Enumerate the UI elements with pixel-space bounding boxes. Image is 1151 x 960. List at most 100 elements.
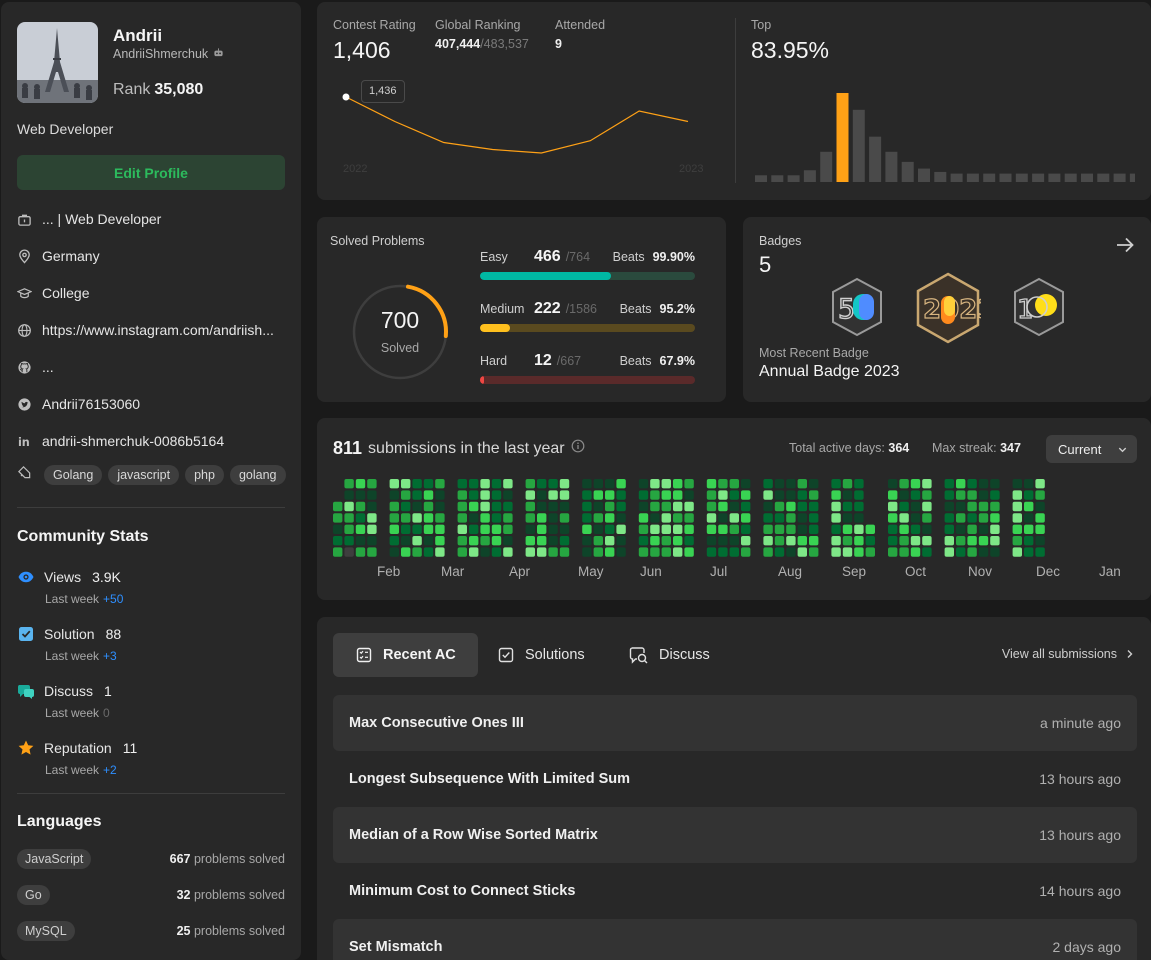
linkedin-link[interactable]: andrii-shmerchuk-0086b5164 [42,433,225,449]
heatmap-cell[interactable] [389,547,399,557]
heatmap-cell[interactable] [809,490,819,500]
heatmap-cell[interactable] [978,501,989,512]
heatmap-cell[interactable] [537,513,547,523]
heatmap-cell[interactable] [389,479,399,489]
heatmap-cell[interactable] [355,479,366,489]
view-all-submissions-link[interactable]: View all submissions [1002,647,1135,661]
heatmap-cell[interactable] [967,536,977,546]
heatmap-cell[interactable] [412,536,422,546]
heatmap-cell[interactable] [1035,547,1045,557]
heatmap-cell[interactable] [605,513,615,523]
heatmap-cell[interactable] [457,536,467,546]
heatmap-cell[interactable] [503,524,513,534]
heatmap-cell[interactable] [423,501,434,512]
distribution-bar[interactable] [1015,173,1028,182]
heatmap-cell[interactable] [457,501,467,512]
heatmap-cell[interactable] [718,490,728,500]
distribution-bar[interactable] [836,93,849,182]
heatmap-cell[interactable] [593,513,603,523]
heatmap-cell[interactable] [1012,501,1022,512]
distribution-bar[interactable] [771,175,784,182]
heatmap-cell[interactable] [548,513,558,523]
distribution-bar[interactable] [803,170,816,182]
heatmap-cell[interactable] [1024,524,1034,534]
heatmap-cell[interactable] [1035,513,1045,523]
heatmap-cell[interactable] [435,479,445,489]
heatmap-cell[interactable] [910,536,921,546]
heatmap-cell[interactable] [741,536,751,546]
heatmap-cell[interactable] [956,513,966,523]
distribution-bar[interactable] [885,151,898,182]
heatmap-cell[interactable] [457,524,467,534]
submission-title[interactable]: Median of a Row Wise Sorted Matrix [349,827,598,843]
heatmap-cell[interactable] [491,490,502,500]
distribution-bar[interactable] [1129,173,1135,182]
heatmap-cell[interactable] [480,501,490,512]
heatmap-cell[interactable] [469,479,479,489]
heatmap-cell[interactable] [741,490,751,500]
tab-discuss[interactable]: Discuss [607,633,732,677]
heatmap-cell[interactable] [480,490,490,500]
heatmap-cell[interactable] [548,536,558,546]
heatmap-cell[interactable] [593,536,603,546]
avatar[interactable] [17,22,98,103]
heatmap-cell[interactable] [842,536,853,546]
heatmap-cell[interactable] [605,490,615,500]
heatmap-cell[interactable] [922,547,932,557]
distribution-bar[interactable] [901,161,914,182]
heatmap-cell[interactable] [809,524,819,534]
heatmap-cell[interactable] [582,501,592,512]
heatmap-cell[interactable] [457,547,467,557]
heatmap-cell[interactable] [978,536,989,546]
info-icon[interactable] [571,439,585,458]
heatmap-cell[interactable] [616,524,626,534]
heatmap-cell[interactable] [718,501,728,512]
distribution-bar[interactable] [1081,173,1093,182]
website-link[interactable]: https://www.instagram.com/andriish... [42,322,274,338]
heatmap-cell[interactable] [899,513,909,523]
heatmap-cell[interactable] [763,547,773,557]
heatmap-cell[interactable] [967,524,977,534]
heatmap-cell[interactable] [910,547,921,557]
heatmap-cell[interactable] [616,547,626,557]
rating-point[interactable] [342,93,350,101]
distribution-bar[interactable] [1113,173,1126,182]
heatmap-cell[interactable] [548,524,558,534]
heatmap-cell[interactable] [1035,536,1045,546]
badge-100-days-icon[interactable]: 1 [1011,277,1067,342]
heatmap-cell[interactable] [559,479,570,489]
heatmap-cell[interactable] [1035,524,1045,534]
heatmap-cell[interactable] [706,490,717,500]
heatmap-cell[interactable] [854,536,864,546]
heatmap-cell[interactable] [910,479,921,489]
heatmap-cell[interactable] [842,547,853,557]
heatmap-cell[interactable] [582,524,592,534]
heatmap-cell[interactable] [593,547,603,557]
heatmap-cell[interactable] [729,501,739,512]
heatmap-cell[interactable] [729,490,739,500]
heatmap-cell[interactable] [763,524,773,534]
tab-solutions[interactable]: Solutions [475,633,607,677]
heatmap-cell[interactable] [718,547,728,557]
heatmap-cell[interactable] [537,479,547,489]
heatmap-cell[interactable] [367,490,377,500]
heatmap-cell[interactable] [401,479,411,489]
heatmap-cell[interactable] [763,513,773,523]
twitter-row[interactable]: Andrii76153060 [17,396,140,412]
heatmap-cell[interactable] [990,501,1000,512]
heatmap-cell[interactable] [333,513,343,523]
heatmap-cell[interactable] [661,513,671,523]
heatmap-cell[interactable] [344,524,354,534]
heatmap-cell[interactable] [899,501,909,512]
heatmap-cell[interactable] [956,501,966,512]
heatmap-cell[interactable] [423,536,434,546]
heatmap-cell[interactable] [922,524,932,534]
heatmap-cell[interactable] [684,513,694,523]
heatmap-cell[interactable] [367,479,377,489]
heatmap-cell[interactable] [763,479,773,489]
heatmap-cell[interactable] [990,513,1000,523]
heatmap-cell[interactable] [638,547,649,557]
heatmap-cell[interactable] [469,501,479,512]
submission-row[interactable]: Set Mismatch 2 days ago [333,919,1137,960]
heatmap-cell[interactable] [661,547,671,557]
